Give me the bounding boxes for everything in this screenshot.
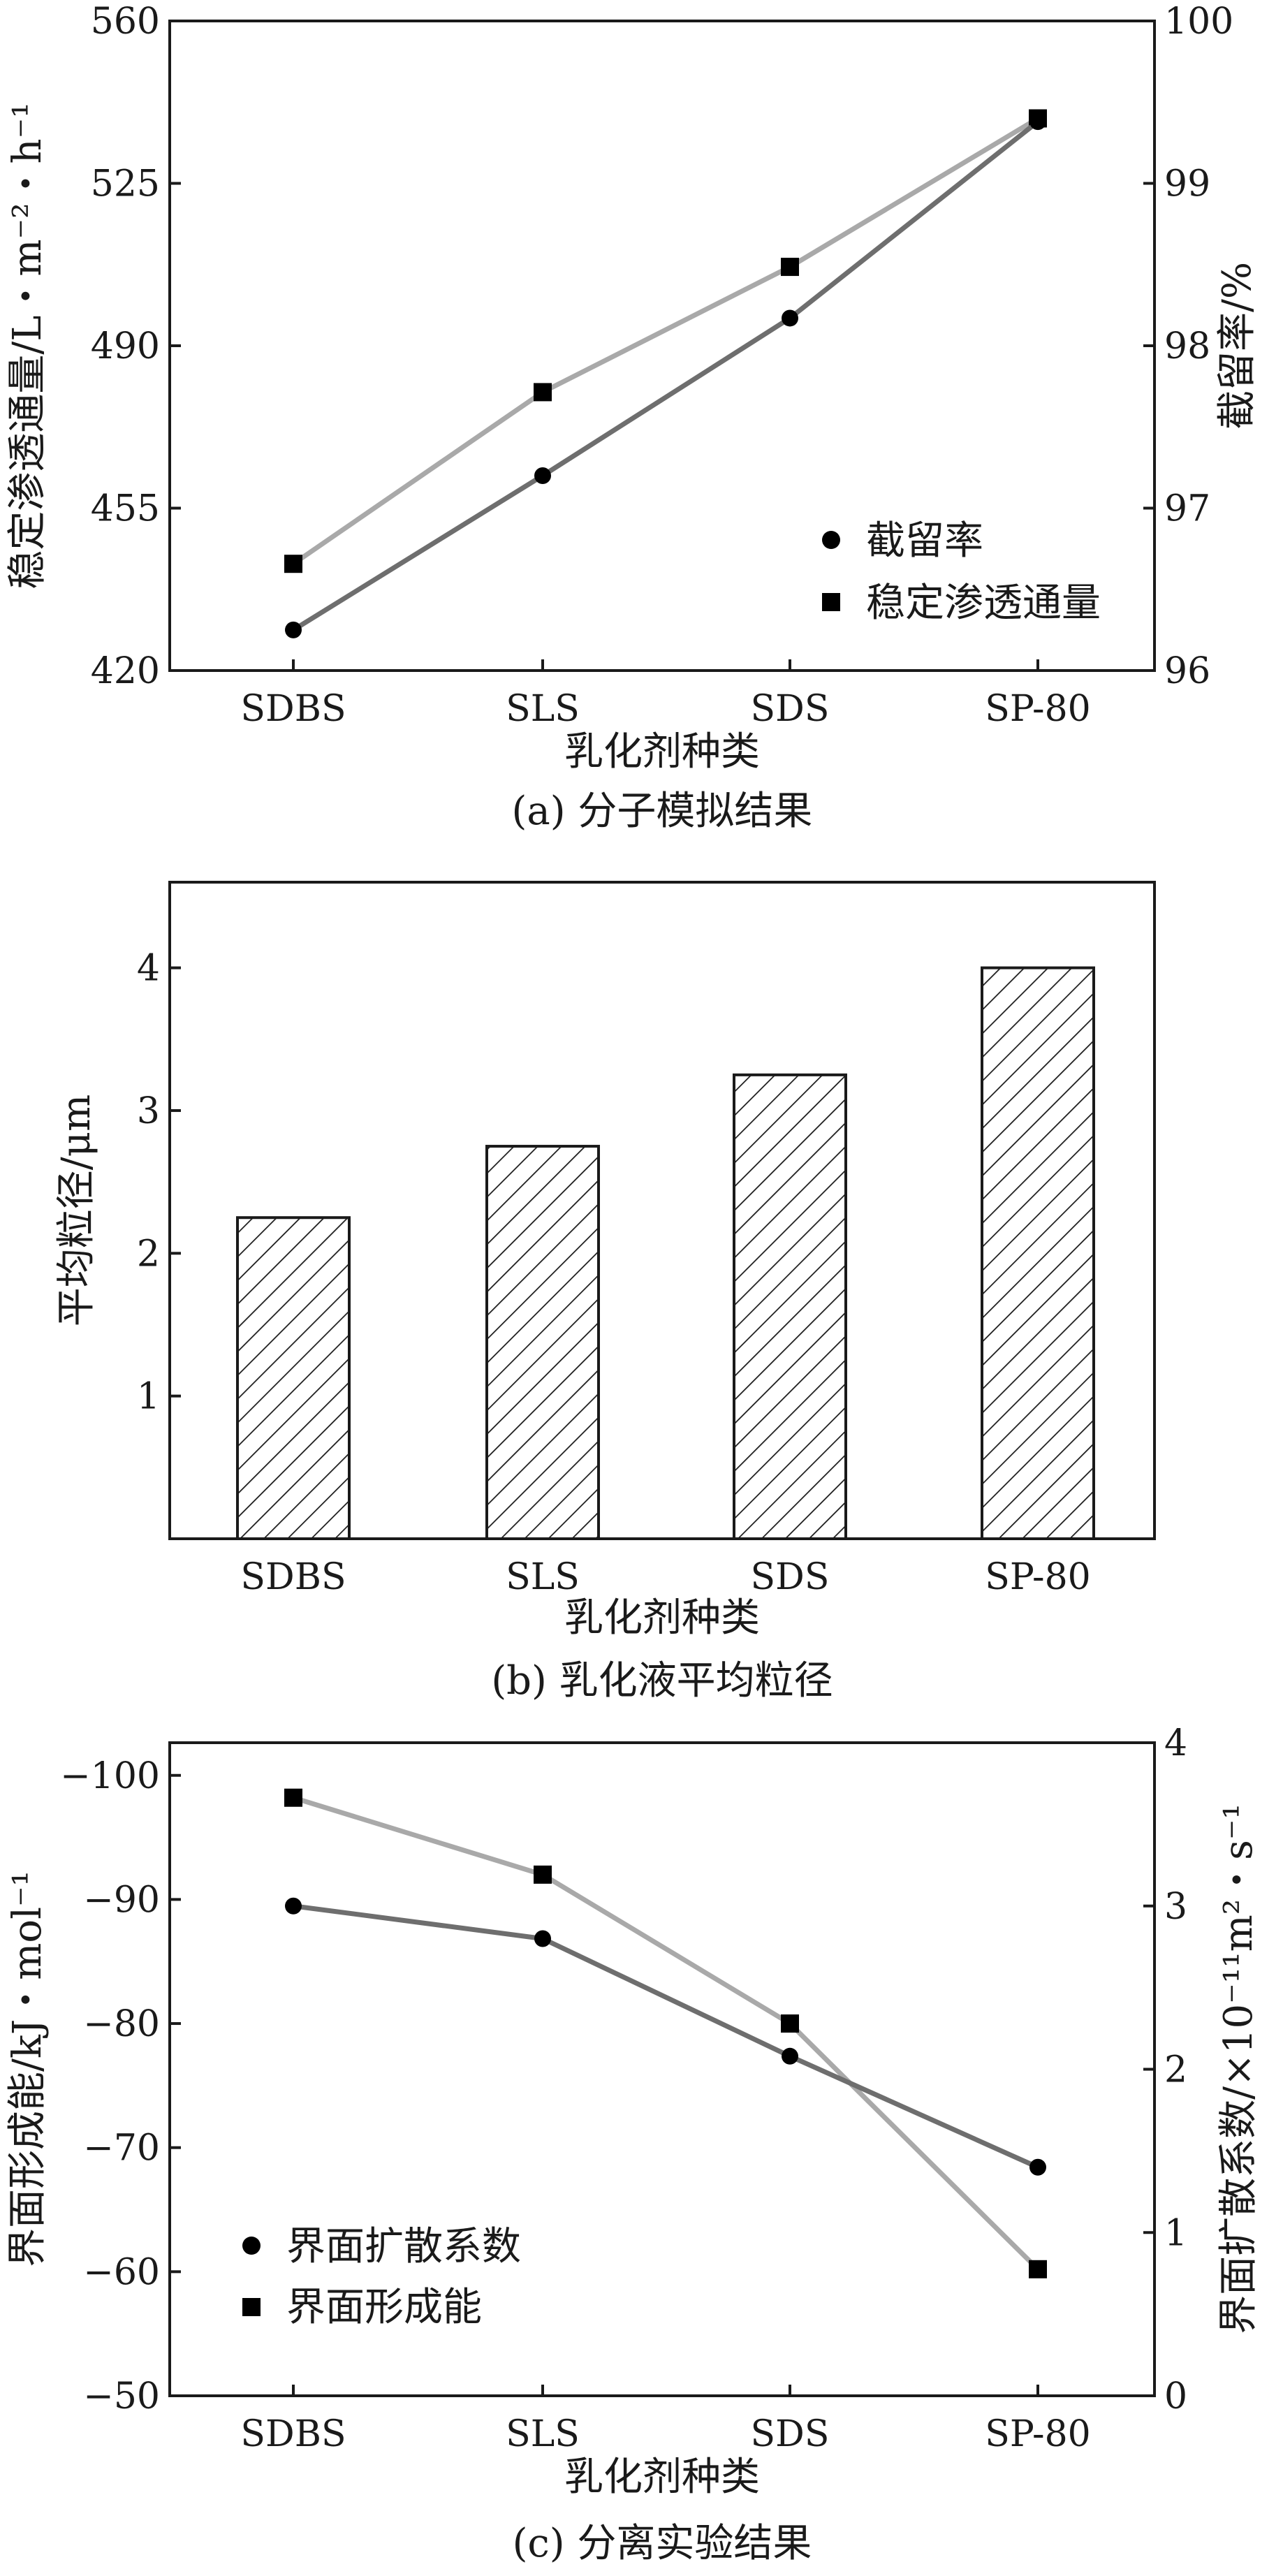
data-point-square xyxy=(284,555,302,573)
data-point-circle xyxy=(1029,2158,1046,2176)
y-axis-label: 平均粒径/μm xyxy=(54,1095,99,1326)
y-tick-label-right: 100 xyxy=(1164,1,1233,43)
y-tick-label-right: 98 xyxy=(1164,325,1210,367)
x-axis-label: 乳化剂种类 xyxy=(564,2454,760,2500)
left-axis-ticks: 420 455 490 525 560 xyxy=(91,1,181,692)
y-axis-label-right: 截留率/% xyxy=(1215,262,1260,430)
x-tick-label: SLS xyxy=(506,688,580,730)
y-tick-label: 525 xyxy=(91,163,160,205)
y-tick-label: 560 xyxy=(91,1,160,43)
panel-a-chart: 420 455 490 525 560 96 97 98 99 100 SDBS SLS SDS SP… xyxy=(5,1,1260,834)
data-point-square xyxy=(534,383,552,402)
y-tick-label: 2 xyxy=(137,1233,160,1275)
data-point-circle xyxy=(782,309,798,327)
bar xyxy=(981,966,1095,1540)
series-line xyxy=(292,116,1039,566)
y-axis-ticks: 1 2 3 4 xyxy=(137,948,181,1418)
series-line xyxy=(293,1903,1039,2169)
data-point-circle xyxy=(782,2047,798,2065)
x-tick-label: SP-80 xyxy=(985,2413,1091,2455)
y-tick-label-right: 99 xyxy=(1164,163,1210,205)
left-axis-ticks: −50 −60 −70 −80 −90 −100 xyxy=(60,1755,181,2417)
data-point-circle xyxy=(534,467,551,484)
bar xyxy=(733,1073,847,1540)
plot-frame xyxy=(168,20,1156,672)
y-tick-label: 1 xyxy=(137,1376,160,1418)
x-tick-label: SLS xyxy=(506,1556,580,1598)
panel-caption: (c) 分离实验结果 xyxy=(513,2521,812,2566)
x-tick-label: SDS xyxy=(751,2413,830,2455)
x-axis-label: 乳化剂种类 xyxy=(564,729,760,775)
bar xyxy=(236,1216,351,1541)
y-tick-label-right: 3 xyxy=(1164,1886,1187,1928)
legend-marker-square xyxy=(822,593,840,611)
legend-label-energy: 界面形成能 xyxy=(286,2285,482,2330)
y-axis-label-left: 稳定渗透通量/L・m⁻²・h⁻¹ xyxy=(5,102,50,589)
data-point-circle xyxy=(534,1930,551,1947)
x-axis-label: 乳化剂种类 xyxy=(564,1595,760,1641)
data-point-circle xyxy=(285,1897,302,1915)
right-axis-ticks: 0 1 2 3 4 xyxy=(1143,1722,1187,2417)
y-tick-label-right: 97 xyxy=(1164,488,1210,530)
legend-marker-circle xyxy=(822,531,840,549)
data-point-square xyxy=(1029,2260,1047,2278)
legend-label-diffusion: 界面扩散系数 xyxy=(286,2224,521,2269)
y-tick-label: −100 xyxy=(60,1755,160,1797)
x-tick-label: SP-80 xyxy=(985,1556,1091,1598)
y-tick-label: −90 xyxy=(83,1879,160,1921)
data-point-circle xyxy=(285,621,302,638)
legend-marker-circle xyxy=(242,2237,261,2255)
y-tick-label: −70 xyxy=(83,2128,160,2169)
y-tick-label: 490 xyxy=(91,325,160,367)
y-tick-label-right: 4 xyxy=(1164,1722,1187,1764)
y-tick-label-right: 1 xyxy=(1164,2212,1187,2254)
y-axis-label-left: 界面形成能/kJ・mol⁻¹ xyxy=(5,1871,50,2267)
bar-layer xyxy=(236,966,1095,1541)
x-tick-label: SDS xyxy=(751,688,830,730)
series-layer xyxy=(284,109,1047,638)
series-line xyxy=(292,1795,1040,2271)
series-line xyxy=(292,119,1040,632)
y-tick-label: 420 xyxy=(91,650,160,692)
panel-c-chart: −50 −60 −70 −80 −90 −100 0 1 2 3 4 SDBS SLS SDS SP-8… xyxy=(5,1722,1261,2566)
x-tick-label: SDBS xyxy=(240,2413,346,2455)
y-tick-label: 4 xyxy=(137,948,160,990)
y-tick-label: −80 xyxy=(83,2003,160,2045)
y-tick-label: 3 xyxy=(137,1090,160,1132)
data-point-square xyxy=(781,2014,799,2033)
x-axis-ticks: SDBS SLS SDS SP-80 xyxy=(240,2385,1091,2455)
x-tick-label: SDBS xyxy=(240,1556,346,1598)
data-point-circle xyxy=(1029,113,1046,131)
x-tick-label: SDBS xyxy=(240,688,346,730)
y-axis-label-right: 界面扩散系数/×10⁻¹¹m²・s⁻¹ xyxy=(1216,1803,1261,2334)
y-tick-label: 455 xyxy=(91,488,160,530)
x-tick-label: SLS xyxy=(506,2413,580,2455)
plot-frame xyxy=(168,881,1156,1540)
panel-caption: (b) 乳化液平均粒径 xyxy=(491,1658,833,1704)
y-tick-label: −60 xyxy=(83,2251,160,2293)
x-tick-label: SDS xyxy=(751,1556,830,1598)
x-axis-ticks: SDBS SLS SDS SP-80 xyxy=(240,659,1091,730)
data-point-square xyxy=(781,258,799,277)
x-tick-label: SP-80 xyxy=(985,688,1091,730)
y-tick-label-right: 2 xyxy=(1164,2049,1187,2091)
data-point-square xyxy=(534,1865,552,1884)
bar xyxy=(485,1145,600,1540)
y-tick-label-right: 96 xyxy=(1164,650,1210,692)
legend-label-rejection: 截留率 xyxy=(866,518,983,564)
legend-label-flux: 稳定渗透通量 xyxy=(866,580,1101,626)
x-axis-ticks: SDBS SLS SDS SP-80 xyxy=(240,1556,1090,1598)
y-tick-label-right: 0 xyxy=(1164,2376,1187,2417)
legend-marker-square xyxy=(242,2298,261,2316)
series-layer xyxy=(284,1788,1047,2278)
legend: 界面扩散系数 界面形成能 xyxy=(242,2224,521,2330)
panel-caption: (a) 分子模拟结果 xyxy=(512,789,813,834)
panel-b-chart: 1 2 3 4 SDBS SLS SDS SP-80 平均粒径/μm 乳化剂种类 (b) 乳… xyxy=(54,881,1156,1704)
right-axis-ticks: 96 97 98 99 100 xyxy=(1143,1,1233,692)
y-tick-label: −50 xyxy=(83,2376,160,2417)
legend: 截留率 稳定渗透通量 xyxy=(822,518,1101,626)
data-point-square xyxy=(284,1788,302,1807)
